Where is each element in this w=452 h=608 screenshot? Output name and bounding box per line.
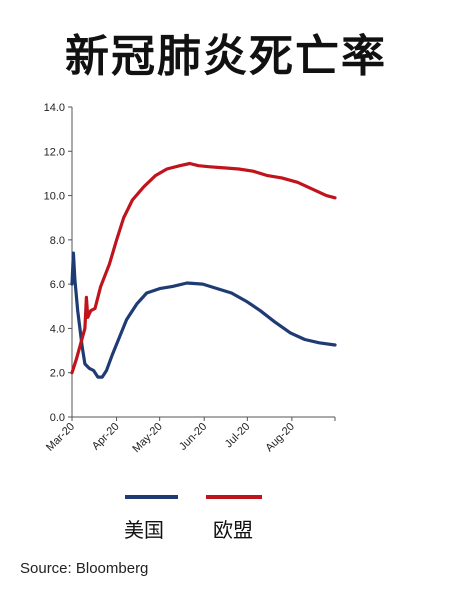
- y-tick-label: 12.0: [44, 146, 65, 158]
- source-note: Source: Bloomberg: [20, 560, 149, 577]
- chart-axes: 0.0 2.0 4.0 6.0 8.0 10.0 12.0 14.0 Mar-20 Apr-20 M…: [44, 102, 336, 455]
- y-tick-label: 6.0: [50, 279, 65, 291]
- series-line-eu: [70, 161, 337, 375]
- legend-label-us: 美国: [124, 518, 164, 542]
- y-tick-label: 2.0: [50, 368, 65, 380]
- chart-lines: [70, 161, 337, 379]
- x-tick-label: Mar-20: [44, 421, 77, 454]
- y-tick-label: 14.0: [44, 102, 65, 114]
- y-tick-label: 10.0: [44, 191, 65, 203]
- x-tick-label: Aug-20: [263, 421, 297, 455]
- y-tick-label: 4.0: [50, 323, 65, 335]
- y-tick-label: 8.0: [50, 235, 65, 247]
- x-tick-label: May-20: [130, 421, 164, 455]
- x-tick-label: Apr-20: [90, 421, 122, 453]
- chart-title: 新冠肺炎死亡率: [65, 31, 387, 82]
- x-tick-label: Jul-20: [223, 421, 253, 451]
- y-tick-label: 0.0: [50, 412, 65, 424]
- x-tick-label: Jun-20: [177, 421, 209, 453]
- series-line-us: [70, 251, 337, 379]
- legend-label-eu: 欧盟: [213, 518, 253, 542]
